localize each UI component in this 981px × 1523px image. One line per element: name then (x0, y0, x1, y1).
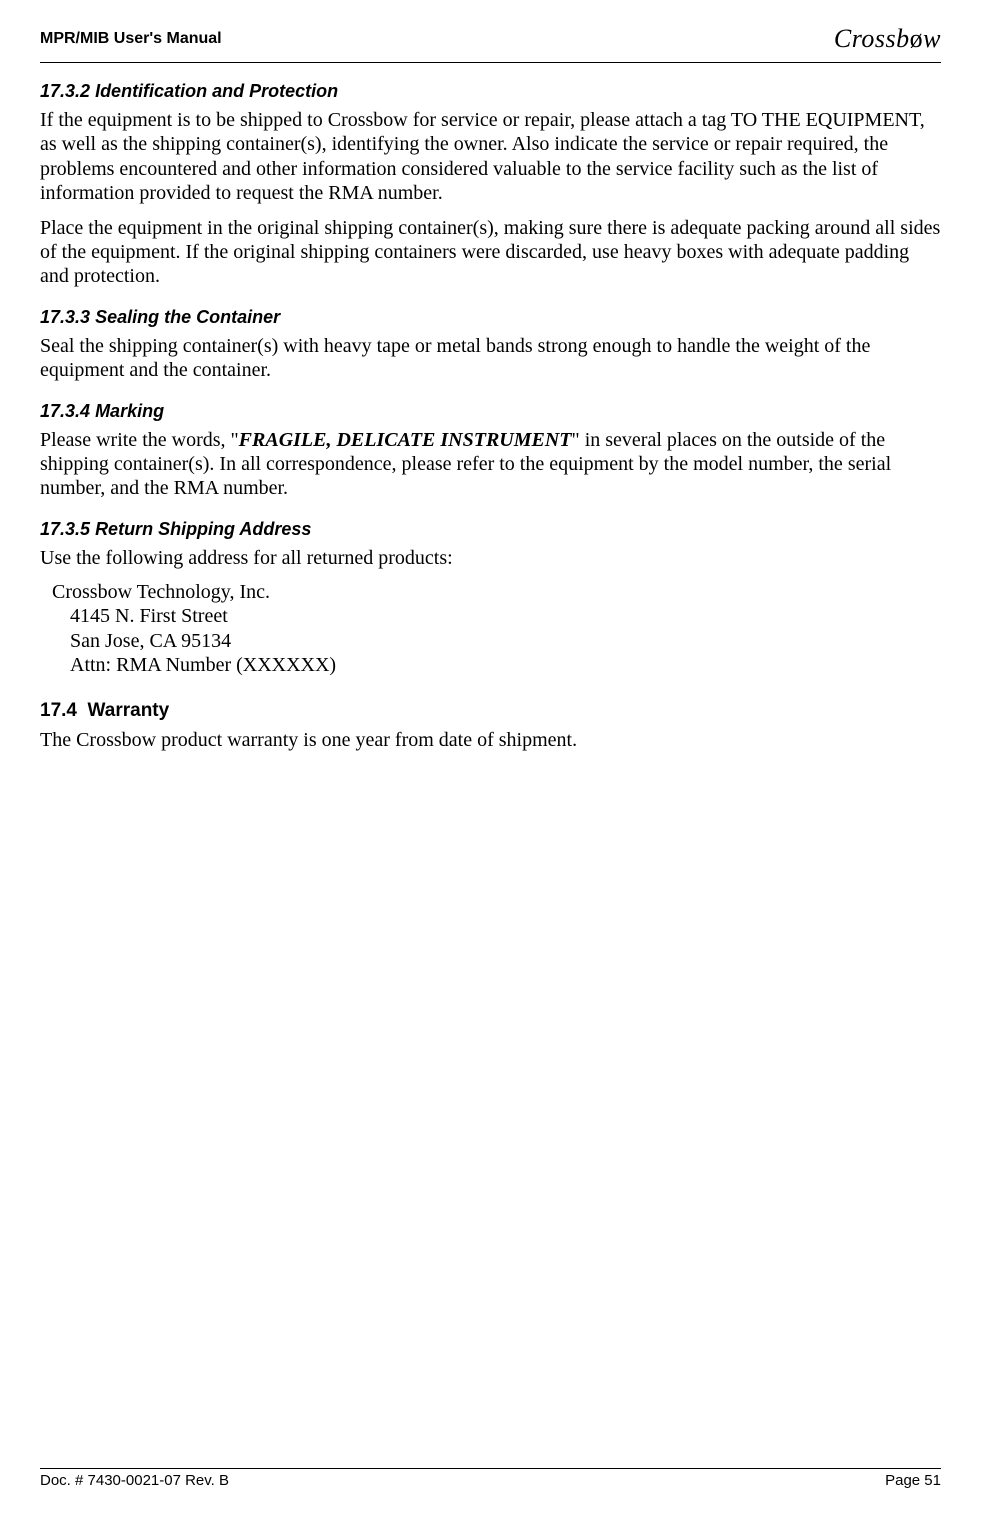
section-number: 17.4 (40, 700, 77, 721)
section-17-3-4-heading: 17.3.4 Marking (40, 401, 941, 422)
section-17-4-heading: 17.4 Warranty (40, 700, 941, 722)
section-title: Identification and Protection (95, 81, 338, 101)
address-line-1: Crossbow Technology, Inc. (52, 580, 941, 604)
section-number: 17.3.5 (40, 519, 90, 539)
section-number: 17.3.3 (40, 307, 90, 327)
section-number: 17.3.4 (40, 401, 90, 421)
page-header: MPR/MIB User's Manual Crossbøw (40, 30, 941, 63)
section-17-3-2-p2: Place the equipment in the original ship… (40, 216, 941, 289)
section-17-4-p1: The Crossbow product warranty is one yea… (40, 728, 941, 752)
section-title: Marking (95, 401, 164, 421)
page-footer: Doc. # 7430-0021-07 Rev. B Page 51 (40, 1468, 941, 1489)
section-17-3-3-p1: Seal the shipping container(s) with heav… (40, 334, 941, 383)
section-17-3-5-p1: Use the following address for all return… (40, 546, 941, 570)
section-number: 17.3.2 (40, 81, 90, 101)
section-title: Sealing the Container (95, 307, 280, 327)
section-17-3-3-heading: 17.3.3 Sealing the Container (40, 307, 941, 328)
section-title: Return Shipping Address (95, 519, 311, 539)
marking-text-a: Please write the words, " (40, 429, 239, 451)
section-17-3-2-p1: If the equipment is to be shipped to Cro… (40, 108, 941, 206)
address-line-3: San Jose, CA 95134 (70, 629, 941, 653)
manual-title: MPR/MIB User's Manual (40, 30, 222, 48)
section-17-3-2-heading: 17.3.2 Identification and Protection (40, 81, 941, 102)
fragile-emphasis: FRAGILE, DELICATE INSTRUMENT (239, 429, 572, 451)
page-container: MPR/MIB User's Manual Crossbøw 17.3.2 Id… (0, 0, 981, 752)
section-17-3-5-heading: 17.3.5 Return Shipping Address (40, 519, 941, 540)
address-line-2: 4145 N. First Street (70, 604, 941, 628)
section-17-3-4-p1: Please write the words, "FRAGILE, DELICA… (40, 428, 941, 501)
section-title: Warranty (88, 700, 170, 721)
footer-page-number: Page 51 (885, 1472, 941, 1489)
crossbow-logo: Crossbøw (834, 24, 941, 54)
address-line-4: Attn: RMA Number (XXXXXX) (70, 653, 941, 677)
footer-doc-id: Doc. # 7430-0021-07 Rev. B (40, 1472, 229, 1489)
return-address-block: Crossbow Technology, Inc. 4145 N. First … (52, 580, 941, 678)
